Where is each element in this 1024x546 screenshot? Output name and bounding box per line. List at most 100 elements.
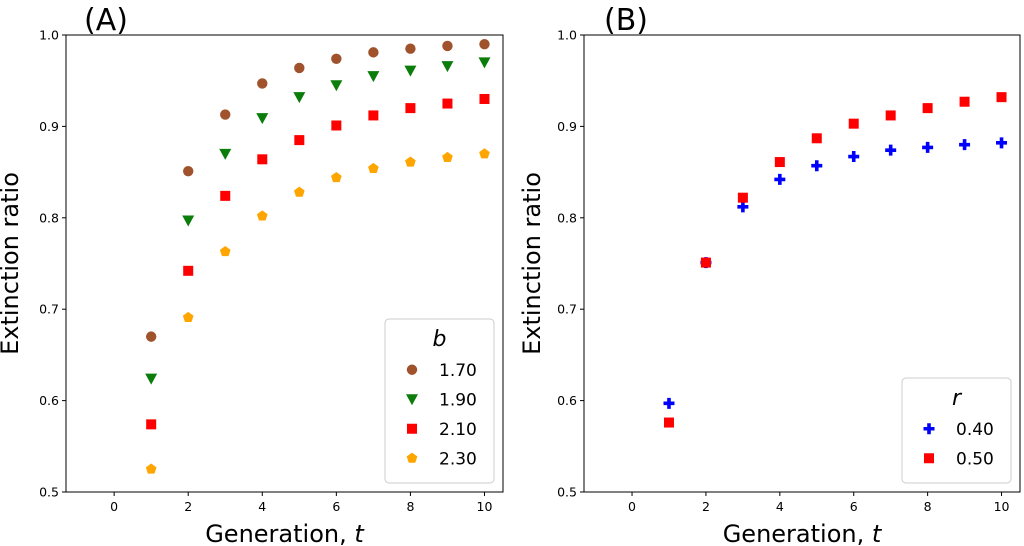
x-tick-label: 10 [477,499,493,514]
data-point [256,113,269,125]
data-point [959,139,971,151]
data-point [442,98,453,109]
y-tick-label: 0.8 [557,210,577,225]
data-point [774,173,786,185]
data-point [146,419,157,430]
data-point [404,65,417,77]
x-axis-label: Generation, t [205,520,365,546]
data-point [848,151,860,163]
y-tick-label: 1.0 [39,28,59,43]
x-tick-label: 2 [702,499,710,514]
data-point [330,80,343,92]
y-tick-label: 1.0 [557,28,577,43]
data-point [885,144,897,156]
legend-entry-label: 1.90 [439,390,477,410]
data-point [145,373,158,385]
data-point [479,38,490,50]
x-tick-label: 4 [258,499,266,514]
y-tick-label: 0.6 [557,393,577,408]
x-axis-label: Generation, t [723,520,883,546]
data-point [331,120,342,131]
y-tick-label: 0.7 [39,302,59,317]
data-point [219,148,232,160]
x-tick-label: 0 [628,499,636,514]
data-point [441,61,454,73]
chart-panel-a: 0 2 4 6 8 10 0.5 0.6 0.7 0.8 0.9 1.0 (A) Generation, … [0,3,504,546]
y-axis-label: Extinction ratio [0,172,24,355]
legend-entry-label: 1.70 [439,361,477,381]
legend-marker [923,423,935,435]
x-axis-label-variable: t [354,520,365,546]
plot-frame [583,34,1021,493]
plot-frame [65,34,504,493]
data-point [442,40,453,52]
data-point [996,92,1007,103]
data-point [737,192,748,203]
data-point [811,160,823,172]
data-point [331,53,342,64]
y-tick-label: 0.5 [39,485,59,500]
series-1.70 [145,38,490,342]
data-point [922,141,934,153]
legend: b 1.70 1.90 2.10 2.30 [384,318,495,484]
data-point [405,43,416,54]
data-point [405,103,416,114]
x-axis-label-variable: t [872,520,883,546]
y-tick-label: 0.8 [39,210,59,225]
legend-entry-label: 2.30 [439,449,477,469]
x-tick-label: 2 [184,499,192,514]
y-tick-label: 0.9 [557,119,577,134]
data-point [700,257,711,268]
data-point [368,47,379,58]
series-2.30 [145,148,490,474]
legend-entry-label: 2.10 [439,420,477,440]
x-axis-label-text: Generation, [723,520,872,546]
data-point [183,265,194,276]
data-point [257,78,268,89]
data-point [885,110,896,121]
panel-label: (B) [604,3,648,38]
data-point [257,154,268,165]
data-point [479,93,490,104]
data-point [848,118,859,129]
legend-title: b [433,327,447,352]
legend-marker [407,423,417,434]
data-point [479,148,490,159]
data-point [145,331,157,342]
data-point [368,162,379,173]
data-point [442,151,453,163]
data-point [663,417,674,428]
data-point [256,210,268,221]
data-point [182,311,194,322]
data-point [367,71,380,83]
data-point [996,137,1008,149]
data-point [220,109,231,120]
data-point [294,62,305,74]
data-point [774,157,785,168]
data-point [293,186,305,197]
x-axis-label-text: Generation, [205,520,354,546]
data-point [220,190,231,201]
data-point [663,397,675,409]
x-tick-label: 10 [994,499,1010,514]
legend-title: r [952,386,963,411]
x-tick-label: 8 [924,499,932,514]
series-2.10 [146,93,490,430]
x-tick-label: 0 [110,499,118,514]
legend-marker [406,364,418,375]
data-point [368,110,379,121]
data-point [183,165,194,177]
y-tick-label: 0.7 [557,302,577,317]
legend: r 0.40 0.50 [901,377,1012,484]
x-tick-label: 6 [332,499,340,514]
legend-marker [406,452,418,463]
legend-entry-label: 0.40 [956,420,994,440]
legend-box [384,318,495,484]
data-point [219,246,231,257]
data-point [959,96,970,107]
legend-marker [924,453,934,464]
data-point [478,57,491,69]
series-0.40 [663,137,1008,409]
data-point [405,156,416,167]
